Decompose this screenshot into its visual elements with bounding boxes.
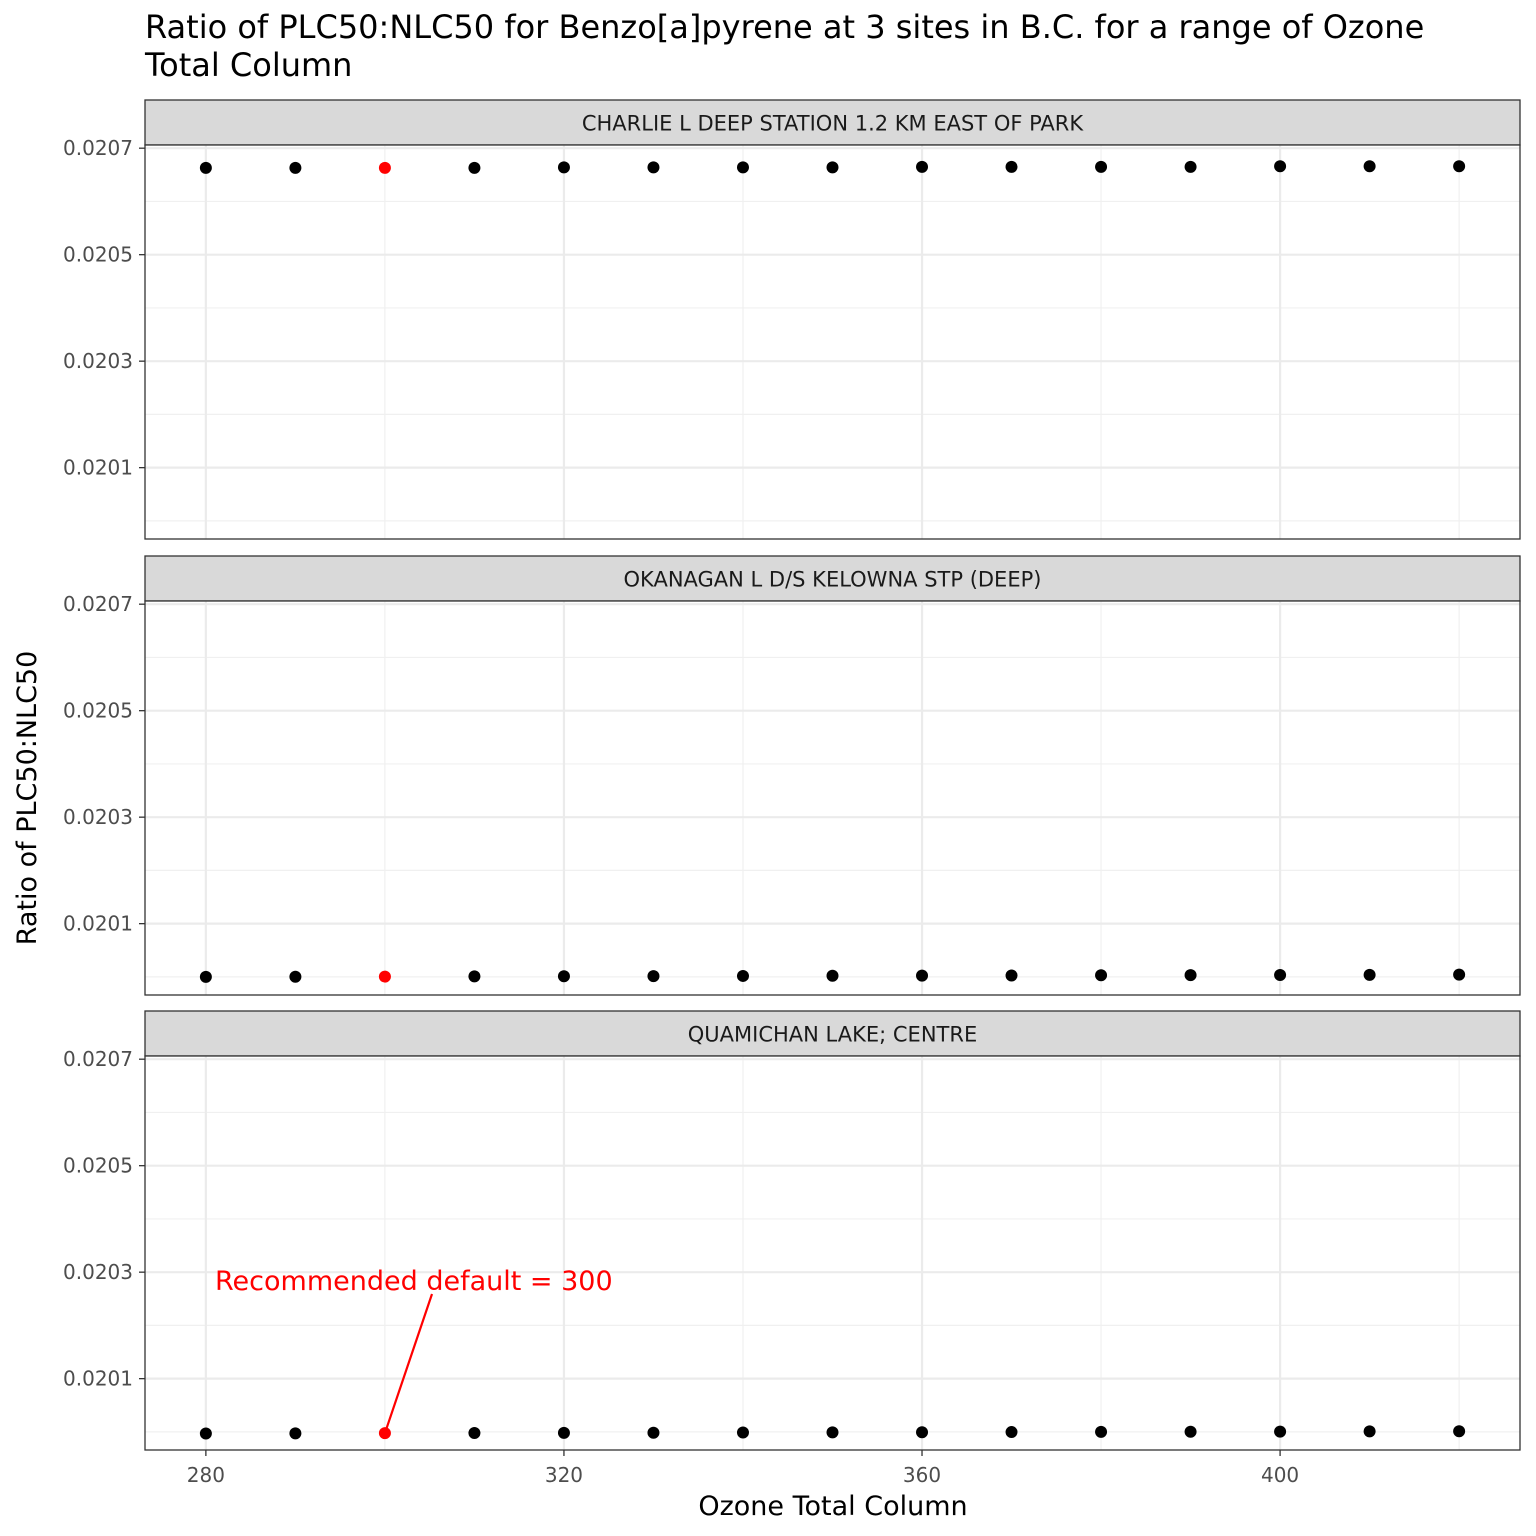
panel-3: QUAMICHAN LAKE; CENTRE 0.0201 0.0203 0.0205…: [63, 1010, 1521, 1451]
panel-strip-label: QUAMICHAN LAKE; CENTRE: [688, 1023, 977, 1047]
y-tick-label: 0.0203: [63, 1260, 133, 1284]
data-point: [199, 970, 212, 983]
data-point: [916, 1426, 929, 1439]
data-point: [916, 160, 929, 173]
panel-2: OKANAGAN L D/S KELOWNA STP (DEEP) 0.0201 0…: [63, 555, 1521, 996]
data-point: [1184, 160, 1197, 173]
highlight-point: [378, 161, 391, 174]
data-point: [199, 161, 212, 174]
data-point: [468, 1427, 481, 1440]
panel-border: [144, 1055, 1521, 1451]
data-point: [1005, 160, 1018, 173]
y-axis-label: Ratio of PLC50:NLC50: [12, 651, 43, 946]
data-point: [647, 1426, 660, 1439]
y-tick-label: 0.0203: [63, 805, 133, 829]
data-point: [199, 1427, 212, 1440]
data-point: [468, 161, 481, 174]
x-tick-label: 280: [187, 1463, 225, 1487]
y-tick-label: 0.0205: [63, 243, 133, 267]
panel-border: [144, 144, 1521, 540]
data-point: [916, 969, 929, 982]
data-point: [826, 1426, 839, 1439]
panel-strip-label: CHARLIE L DEEP STATION 1.2 KM EAST OF PA…: [582, 112, 1085, 136]
panel-background: [145, 601, 1520, 995]
x-tick-label: 360: [903, 1463, 941, 1487]
data-point: [1095, 1425, 1108, 1438]
panel-background: [145, 1056, 1520, 1450]
y-tick-label: 0.0205: [63, 699, 133, 723]
data-point: [1453, 968, 1466, 981]
data-point: [1095, 969, 1108, 982]
panel-strip: [144, 555, 1521, 602]
highlight-point: [378, 970, 391, 983]
y-tick-label: 0.0201: [63, 1367, 133, 1391]
data-point: [1453, 1425, 1466, 1438]
data-point: [1274, 160, 1287, 173]
x-axis: 280 320 360 400: [187, 1450, 1299, 1487]
data-point: [826, 969, 839, 982]
data-point: [557, 1426, 570, 1439]
data-point: [1274, 968, 1287, 981]
data-point: [289, 1427, 302, 1440]
data-point: [1005, 969, 1018, 982]
y-tick-label: 0.0207: [63, 136, 133, 160]
annotation-label: Recommended default = 300: [215, 1266, 613, 1297]
panel-strip: [144, 1010, 1521, 1057]
chart-panels: CHARLIE L DEEP STATION 1.2 KM EAST OF PA…: [63, 99, 1521, 1451]
data-point: [1095, 160, 1108, 173]
data-point: [826, 161, 839, 174]
y-tick-label: 0.0201: [63, 912, 133, 936]
x-axis-label: Ozone Total Column: [698, 1491, 967, 1522]
y-tick-label: 0.0207: [63, 592, 133, 616]
panel-strip-label: OKANAGAN L D/S KELOWNA STP (DEEP): [624, 568, 1042, 592]
x-tick-label: 400: [1261, 1463, 1299, 1487]
chart-title: Ratio of PLC50:NLC50 for Benzo[a]pyrene …: [145, 8, 1425, 84]
data-point: [1363, 1425, 1376, 1438]
data-point: [1274, 1425, 1287, 1438]
data-point: [647, 970, 660, 983]
data-point: [1184, 1425, 1197, 1438]
y-tick-label: 0.0207: [63, 1047, 133, 1071]
data-point: [736, 161, 749, 174]
data-point: [1453, 160, 1466, 173]
data-point: [1184, 969, 1197, 982]
data-point: [736, 1426, 749, 1439]
y-tick-label: 0.0205: [63, 1154, 133, 1178]
data-point: [1363, 968, 1376, 981]
data-point: [1005, 1426, 1018, 1439]
data-point: [289, 970, 302, 983]
data-point: [468, 970, 481, 983]
data-point: [557, 970, 570, 983]
data-point: [647, 161, 660, 174]
panel-background: [145, 145, 1520, 539]
panel-1: CHARLIE L DEEP STATION 1.2 KM EAST OF PA…: [63, 99, 1521, 540]
y-tick-label: 0.0203: [63, 349, 133, 373]
data-point: [289, 161, 302, 174]
y-tick-label: 0.0201: [63, 456, 133, 480]
data-point: [557, 161, 570, 174]
annotation-leader: [383, 1293, 434, 1434]
data-point: [736, 969, 749, 982]
data-point: [1363, 160, 1376, 173]
x-tick-label: 320: [545, 1463, 583, 1487]
panel-border: [144, 600, 1521, 996]
